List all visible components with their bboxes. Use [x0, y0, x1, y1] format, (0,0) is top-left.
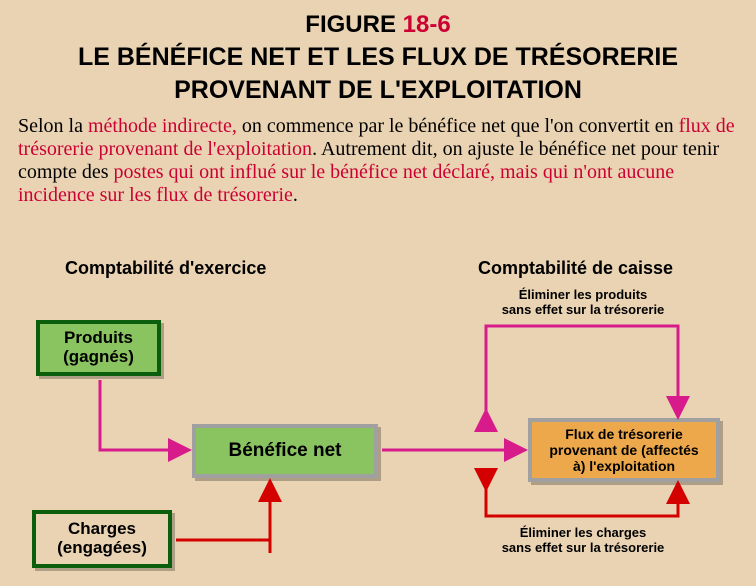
para-r3: postes qui ont influé sur le bénéfice ne… — [18, 161, 674, 206]
note-elim-charges: Éliminer les charges sans effet sur la t… — [478, 526, 688, 556]
box-flux-l1: Flux de trésorerie — [565, 426, 683, 442]
arrow-charges-stub — [176, 540, 270, 553]
box-flux-l2: provenant de (affectés — [549, 442, 698, 458]
arrow-produits-to-benefice — [100, 380, 186, 450]
note-elim-produits-l2: sans effet sur la trésorerie — [502, 302, 665, 317]
header-caisse: Comptabilité de caisse — [478, 258, 673, 279]
intro-paragraph: Selon la méthode indirecte, on commence … — [0, 107, 756, 207]
note-elim-charges-l2: sans effet sur la trésorerie — [502, 540, 665, 555]
box-charges-l2: (engagées) — [57, 538, 147, 557]
box-charges: Charges (engagées) — [32, 510, 172, 568]
box-flux: Flux de trésorerie provenant de (affecté… — [528, 418, 720, 482]
box-produits-l2: (gagnés) — [63, 347, 134, 366]
note-elim-produits: Éliminer les produits sans effet sur la … — [478, 288, 688, 318]
box-benefice-label: Bénéfice net — [229, 440, 342, 462]
para-t1: Selon la — [18, 115, 88, 137]
main-title-line1: LE BÉNÉFICE NET ET LES FLUX DE TRÉSORERI… — [0, 42, 756, 73]
note-elim-charges-l1: Éliminer les charges — [520, 525, 646, 540]
main-title-line2: PROVENANT DE L'EXPLOITATION — [0, 75, 756, 106]
para-t4: . — [293, 184, 298, 206]
loop-elim-charges — [486, 486, 678, 516]
box-produits-l1: Produits — [64, 328, 133, 347]
box-benefice: Bénéfice net — [192, 424, 378, 478]
para-r1: méthode indirecte, — [88, 115, 237, 137]
header-exercice: Comptabilité d'exercice — [65, 258, 266, 279]
box-flux-l3: à) l'exploitation — [573, 458, 675, 474]
figure-number: 18-6 — [403, 11, 451, 38]
figure-word: FIGURE — [305, 11, 396, 38]
para-t2: on commence par le bénéfice net que l'on… — [237, 115, 679, 137]
box-produits: Produits (gagnés) — [36, 320, 161, 376]
note-elim-produits-l1: Éliminer les produits — [519, 287, 648, 302]
loop-elim-produits — [486, 326, 678, 414]
figure-label: FIGURE 18-6 — [0, 10, 756, 40]
box-charges-l1: Charges — [68, 519, 136, 538]
